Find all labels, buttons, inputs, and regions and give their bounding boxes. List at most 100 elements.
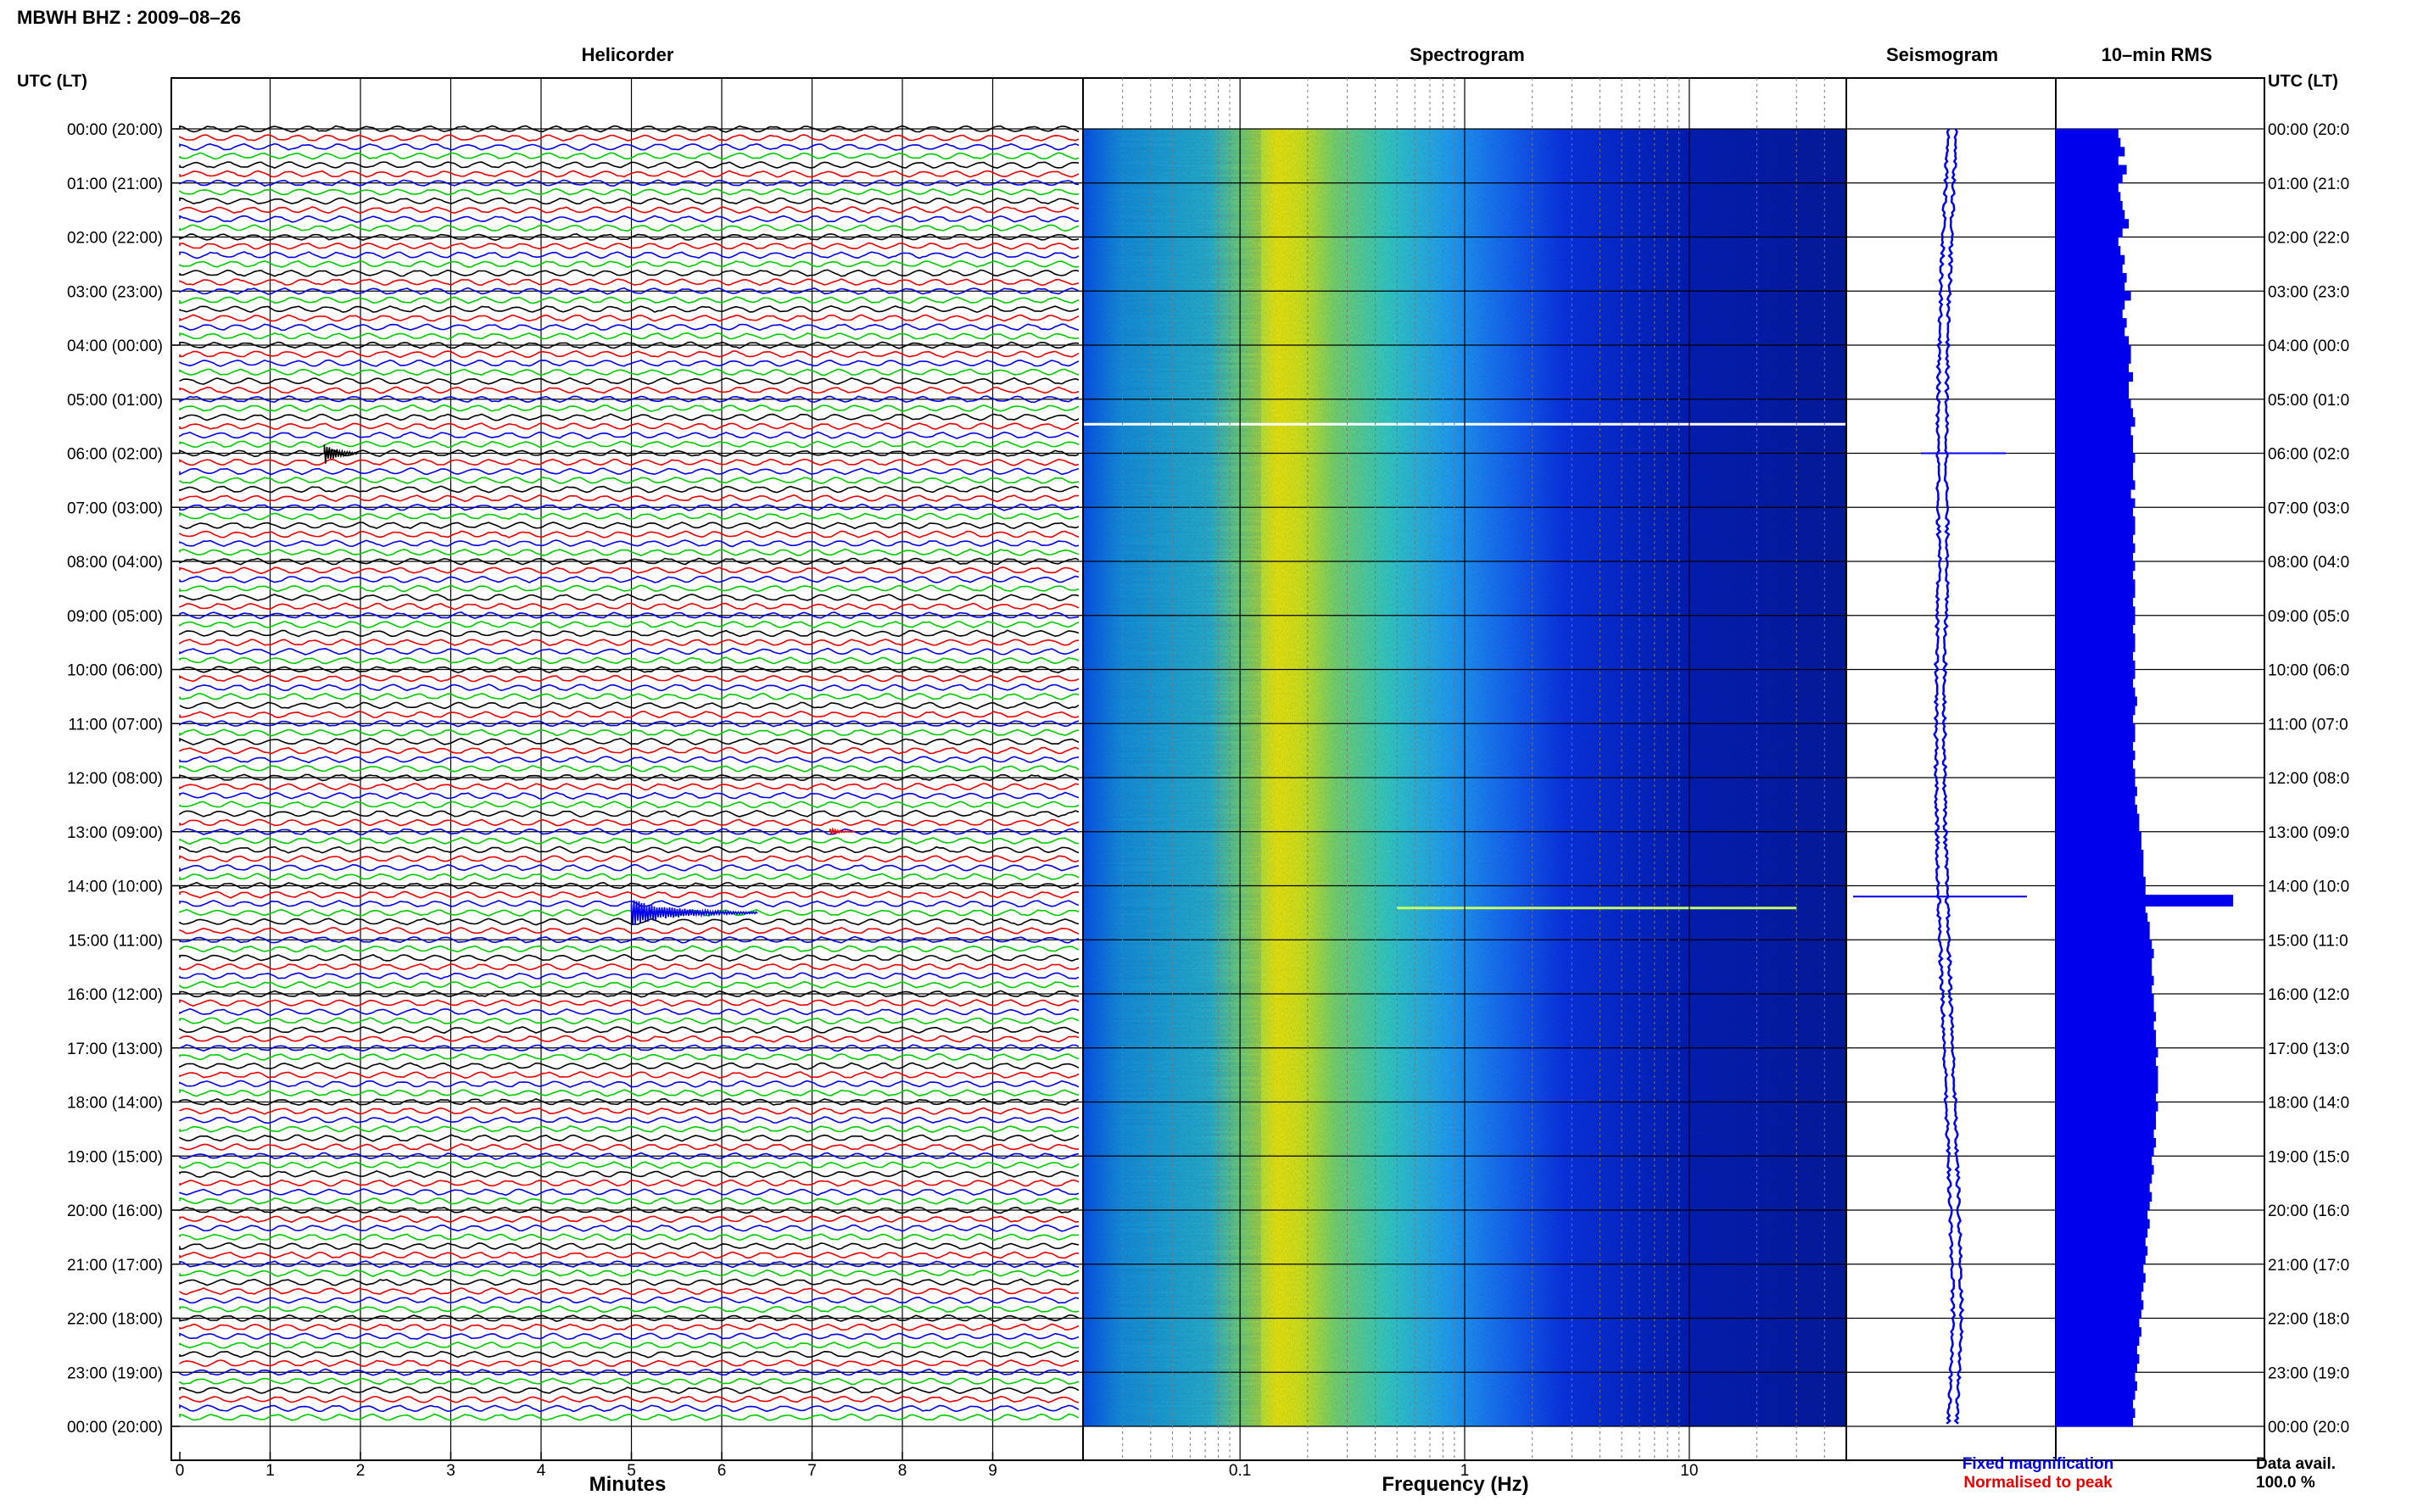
rms-bar bbox=[2056, 813, 2140, 823]
helicorder-trace bbox=[179, 1116, 1080, 1124]
rms-bar bbox=[2056, 615, 2136, 625]
helicorder-trace bbox=[179, 1350, 1080, 1359]
helicorder-trace bbox=[179, 1215, 1080, 1224]
rms-bar bbox=[2056, 516, 2136, 527]
time-axis-ticks: 00:00 (20:00) 01:00 (21:00) 02:00 (22:00) 0… bbox=[67, 121, 2349, 1437]
minute-tick-label: 6 bbox=[717, 1462, 727, 1480]
data-availability-label: Data avail. bbox=[2256, 1455, 2336, 1473]
helicorder-trace bbox=[179, 1413, 1080, 1421]
left-time-tick-label: 13:00 (09:00) bbox=[67, 824, 163, 842]
helicorder-trace bbox=[179, 801, 1080, 809]
rms-bar bbox=[2056, 371, 2133, 382]
rms-bar bbox=[2056, 1372, 2136, 1382]
helicorder-trace bbox=[179, 539, 1080, 548]
minute-tick-label: 0 bbox=[176, 1462, 185, 1480]
rms-bar bbox=[2056, 868, 2144, 878]
rms-bar bbox=[2056, 345, 2131, 355]
helicorder-trace bbox=[179, 918, 1080, 926]
rms-bar bbox=[2056, 129, 2119, 139]
rms-bar bbox=[2056, 1020, 2154, 1031]
helicorder-trace bbox=[179, 863, 1080, 873]
helicorder-trace bbox=[179, 1107, 1080, 1115]
data-availability-value: 100.0 % bbox=[2256, 1474, 2315, 1492]
helicorder-trace bbox=[179, 945, 1080, 953]
left-time-tick-label: 17:00 (13:00) bbox=[67, 1041, 163, 1058]
rms-bar bbox=[2056, 381, 2130, 391]
rms-bar bbox=[2056, 1201, 2150, 1211]
rms-bar bbox=[2056, 1291, 2141, 1301]
helicorder-trace bbox=[179, 422, 1080, 431]
rms-bar bbox=[2056, 462, 2133, 472]
rms-bar bbox=[2056, 1219, 2150, 1229]
rms-bar bbox=[2056, 876, 2146, 887]
helicorder-trace bbox=[179, 1044, 1080, 1052]
helicorder-trace bbox=[179, 341, 1080, 349]
figure-title: MBWH BHZ : 2009–08–26 bbox=[17, 7, 241, 28]
helicorder-trace bbox=[179, 1062, 1080, 1070]
helicorder-trace bbox=[179, 494, 1080, 503]
rms-bar bbox=[2056, 741, 2133, 751]
left-time-tick-label: 10:00 (06:00) bbox=[67, 662, 163, 680]
helicorder-trace bbox=[179, 1169, 1080, 1179]
helicorder-trace bbox=[179, 1052, 1080, 1061]
rms-bar bbox=[2056, 850, 2144, 860]
right-time-tick-label: 12:00 (08:0 bbox=[2268, 770, 2349, 788]
right-time-tick-label: 16:00 (12:0 bbox=[2268, 986, 2349, 1004]
rms-bar bbox=[2056, 948, 2154, 959]
rms-bar bbox=[2056, 182, 2119, 192]
rms-bar bbox=[2056, 326, 2125, 337]
rms-bar bbox=[2056, 426, 2131, 436]
right-time-tick-label: 20:00 (16:0 bbox=[2268, 1202, 2349, 1220]
helicorder-trace bbox=[179, 1305, 1080, 1314]
helicorder-trace bbox=[179, 1017, 1080, 1025]
helicorder-trace bbox=[179, 602, 1080, 611]
helicorder-trace bbox=[179, 972, 1080, 980]
helicorder-title: Helicorder bbox=[582, 44, 674, 65]
helicorder-trace bbox=[179, 1080, 1080, 1088]
rms-bar bbox=[2056, 552, 2133, 562]
helicorder-trace bbox=[179, 1395, 1080, 1403]
helicorder-trace bbox=[179, 511, 1080, 521]
rms-bar bbox=[2056, 1282, 2144, 1292]
helicorder-trace bbox=[179, 522, 1080, 530]
right-time-axis-label: UTC (LT) bbox=[2268, 72, 2338, 91]
rms-bar bbox=[2056, 336, 2130, 346]
rms-bar bbox=[2056, 444, 2133, 455]
helicorder-trace bbox=[179, 1152, 1080, 1160]
frequency-axis-label: Frequency (Hz) bbox=[1382, 1473, 1528, 1496]
rms-bars bbox=[2056, 129, 2234, 1427]
helicorder-trace bbox=[179, 1134, 1080, 1142]
helicorder-trace bbox=[179, 152, 1080, 160]
helicorder-trace bbox=[179, 350, 1080, 359]
helicorder-trace bbox=[179, 359, 1080, 367]
left-time-tick-label: 19:00 (15:00) bbox=[67, 1148, 163, 1166]
rms-bar bbox=[2056, 363, 2130, 373]
rms-bar bbox=[2056, 453, 2136, 463]
helicorder-trace bbox=[179, 142, 1080, 151]
rms-bar bbox=[2056, 201, 2123, 211]
helicorder-trace bbox=[179, 332, 1080, 340]
rms-bar bbox=[2056, 147, 2125, 157]
helicorder-trace bbox=[179, 1287, 1080, 1296]
helicorder-frame bbox=[170, 77, 1084, 1461]
left-time-tick-label: 16:00 (12:00) bbox=[67, 986, 163, 1004]
helicorder-trace bbox=[179, 647, 1080, 656]
helicorder-trace bbox=[179, 1341, 1080, 1349]
rms-bar bbox=[2056, 858, 2144, 868]
rms-bar bbox=[2056, 543, 2136, 553]
helicorder-trace bbox=[179, 1197, 1080, 1205]
helicorder-trace bbox=[179, 125, 1080, 133]
left-time-tick-label: 04:00 (00:00) bbox=[67, 338, 163, 355]
rms-bar bbox=[2056, 155, 2119, 166]
rms-bar bbox=[2056, 1399, 2133, 1409]
rms-bar bbox=[2056, 1246, 2148, 1256]
helicorder-trace bbox=[179, 1143, 1080, 1152]
helicorder-trace bbox=[179, 773, 1080, 782]
rms-bar bbox=[2056, 985, 2152, 995]
minute-tick-label: 1 bbox=[265, 1462, 275, 1480]
rms-bar bbox=[2056, 507, 2133, 517]
rms-bar bbox=[2056, 930, 2150, 940]
rms-bar bbox=[2056, 1381, 2137, 1392]
right-time-tick-label: 13:00 (09:0 bbox=[2268, 824, 2349, 842]
rms-bar bbox=[2056, 804, 2137, 815]
